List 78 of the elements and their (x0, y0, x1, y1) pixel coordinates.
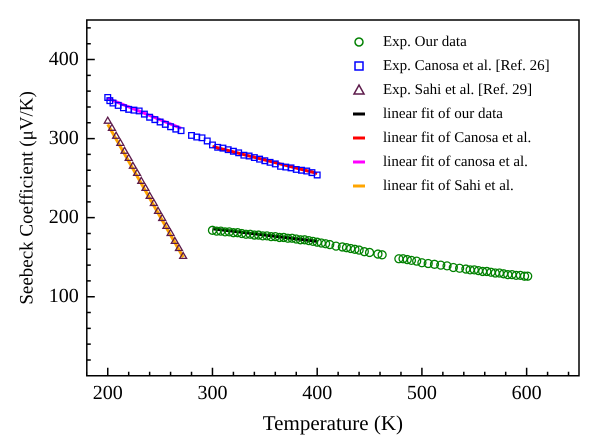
point (120, 104, 127, 112)
point (179, 252, 188, 260)
legend-label: Exp. Our data (383, 34, 468, 50)
point (154, 206, 162, 214)
point (132, 168, 142, 176)
point (298, 166, 305, 174)
point (124, 154, 133, 162)
y-tick-label: 400 (48, 48, 79, 70)
legend-label: Exp. Canosa et al. [Ref. 26] (383, 58, 550, 74)
point (256, 156, 264, 163)
x-tick-label: 500 (406, 382, 437, 404)
point (282, 164, 290, 171)
point (110, 100, 116, 106)
legend-label: linear fit of our data (383, 106, 504, 122)
point (112, 132, 120, 139)
point (308, 169, 316, 176)
point (188, 132, 195, 139)
legend-label: linear fit of Canosa et al. (383, 130, 532, 146)
point (136, 107, 143, 114)
point (250, 154, 258, 162)
point (303, 168, 310, 174)
point (141, 184, 150, 192)
x-axis-title: Temperature (K) (262, 410, 404, 435)
point (261, 157, 268, 164)
point (146, 114, 154, 121)
point (314, 171, 321, 178)
point (108, 124, 116, 131)
point (292, 166, 300, 173)
point (140, 110, 148, 118)
point (120, 146, 129, 154)
x-tick-label: 200 (92, 382, 123, 404)
point (193, 134, 200, 140)
point (151, 116, 158, 124)
point (230, 148, 237, 155)
y-tick-label: 300 (48, 126, 79, 149)
point (128, 162, 137, 169)
point (162, 120, 169, 128)
point (235, 149, 242, 156)
point (167, 123, 174, 130)
point (162, 222, 171, 230)
point (174, 244, 184, 252)
point (208, 141, 216, 148)
point (116, 138, 124, 146)
point (214, 144, 222, 151)
point (104, 116, 112, 124)
point (178, 127, 185, 134)
point (166, 228, 175, 236)
point (104, 94, 112, 101)
x-tick-label: 300 (197, 382, 228, 404)
x-tick-label: 400 (302, 382, 332, 404)
point (106, 97, 114, 104)
point (146, 192, 154, 199)
point (240, 152, 248, 159)
point (277, 162, 284, 170)
point (158, 214, 166, 222)
y-tick-label: 100 (48, 284, 79, 307)
point (272, 160, 279, 168)
legend-label: linear fit of canosa et al. (383, 154, 528, 170)
point (125, 106, 132, 113)
legend-label: linear fit of Sahi et al. (383, 178, 514, 194)
legend-label: Exp. Sahi et al. [Ref. 29] (383, 82, 532, 98)
y-tick-label: 200 (48, 206, 79, 228)
point (150, 198, 158, 206)
point (288, 164, 294, 172)
point (172, 126, 180, 133)
point (246, 152, 253, 160)
point (156, 118, 164, 126)
point (198, 134, 206, 142)
point (224, 146, 232, 154)
point (219, 144, 226, 152)
point (137, 176, 146, 184)
y-axis-title: Seebeck Coefficient (μV/K) (16, 91, 38, 305)
point (204, 137, 211, 144)
point (266, 158, 274, 166)
point (114, 102, 122, 109)
x-tick-label: 600 (512, 382, 542, 404)
point (170, 236, 179, 244)
point (130, 106, 138, 114)
